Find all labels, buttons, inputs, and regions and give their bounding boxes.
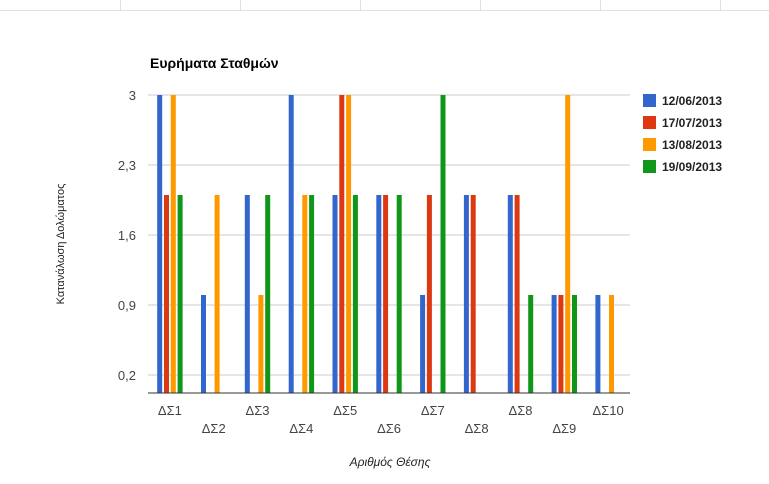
legend-swatch [643,160,656,173]
legend-label: 13/08/2013 [662,138,722,152]
x-tick-label: ΔΣ5 [333,403,357,418]
bar [463,195,469,393]
bar [244,195,250,393]
bar [558,295,564,393]
x-tick-label: ΔΣ8 [465,421,489,436]
x-axis-title: Αριθμός Θέσης [349,455,431,469]
bar [302,195,308,393]
x-tick-label: ΔΣ3 [246,403,270,418]
bar [440,95,446,393]
x-tick-label: ΔΣ9 [552,421,576,436]
bar [470,195,476,393]
bar [214,195,220,393]
bar [309,195,315,393]
bar [332,195,338,393]
bar [258,295,264,393]
chart-title: Ευρήματα Σταθμών [150,55,279,71]
x-tick-label: ΔΣ2 [202,421,226,436]
bar [170,95,176,393]
bar [514,195,520,393]
x-tick-label: ΔΣ6 [377,421,401,436]
bar [201,295,206,393]
gridlines [148,94,630,376]
bar [177,195,183,393]
bar [265,195,271,393]
bar [396,195,402,393]
bar [352,195,358,393]
y-tick-label: 1,6 [118,228,136,243]
legend-label: 17/07/2013 [662,116,722,130]
bar [609,295,614,393]
y-tick-label: 3 [129,88,136,103]
bar [383,195,389,393]
x-tick-label: ΔΣ8 [509,403,533,418]
bars [157,95,614,393]
bar [164,195,169,393]
y-tick-label: 0,9 [118,298,136,313]
bar [426,195,432,393]
legend-label: 19/09/2013 [662,160,722,174]
legend-label: 12/06/2013 [662,94,722,108]
bar [346,95,352,393]
bar [339,95,345,393]
bar [507,195,513,393]
bar [565,95,571,393]
bar [157,95,163,393]
x-tick-label: ΔΣ1 [158,403,182,418]
x-axis-ticks: ΔΣ1 ΔΣ2 ΔΣ3 ΔΣ4 ΔΣ5 ΔΣ6 ΔΣ7 ΔΣ8 ΔΣ8 ΔΣ9 ΔΣ10 [158,403,624,436]
y-tick-label: 0,2 [118,368,136,383]
bar [420,295,426,393]
bar [376,195,382,393]
y-tick-label: 2,3 [118,158,136,173]
legend-swatch [643,94,656,107]
legend-swatch [643,116,656,129]
y-axis-title: Κατανάλωση Δολώματος [55,184,67,305]
bar [572,295,577,393]
bar [551,295,557,393]
x-tick-label: ΔΣ10 [593,403,624,418]
x-tick-label: ΔΣ4 [289,421,313,436]
legend-swatch [643,138,656,151]
bar [528,295,534,393]
x-tick-label: ΔΣ7 [421,403,445,418]
spreadsheet-grid-strip [0,0,769,11]
legend: 12/06/2013 17/07/2013 13/08/2013 19/09/2013 [643,94,722,174]
bar [595,295,601,393]
bar [288,95,294,393]
y-axis-ticks: 0,2 0,9 1,6 2,3 3 [118,88,136,383]
